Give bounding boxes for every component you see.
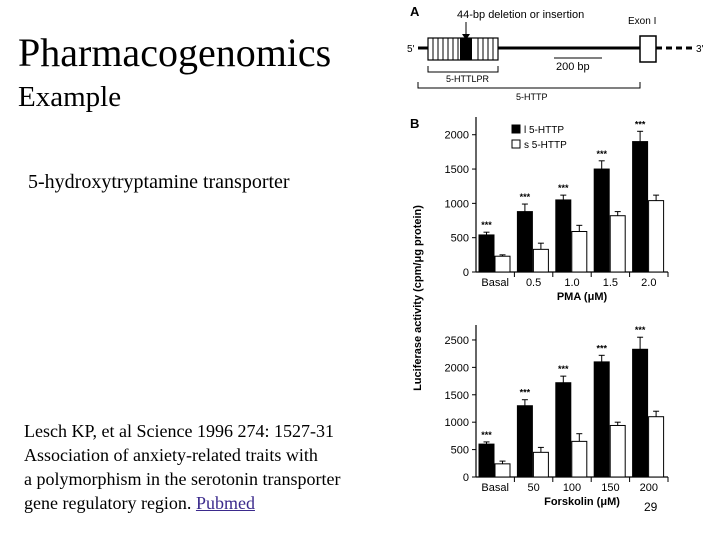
bar-s-allele (648, 416, 665, 478)
y-tick-label: 1500 (445, 164, 469, 176)
repeat-stripes (432, 38, 494, 60)
citation-line: Association of anxiety-related traits wi… (24, 445, 318, 465)
significance-marker: *** (635, 119, 646, 129)
pma-chart: 0 500 1000 1500 2000 Basal *** 0.5 *** 1.0 *** 1.5 *… (445, 117, 669, 303)
htt-label: 5-HTTP (516, 92, 548, 102)
topic-text: 5-hydroxytryptamine transporter (28, 171, 290, 193)
bar-l-allele (632, 348, 649, 478)
panel-a-letter: A (410, 4, 420, 19)
deletion-arrowhead (462, 34, 470, 40)
bar-l-allele (632, 141, 649, 273)
citation-line-last: gene regulatory region. Pubmed (24, 491, 384, 515)
x-tick-label: 100 (563, 482, 581, 494)
significance-marker: *** (558, 183, 569, 193)
x-axis-label: Forskolin (μM) (544, 496, 620, 508)
y-tick-label: 500 (451, 445, 469, 457)
x-tick-label: 150 (601, 482, 619, 494)
x-tick-label: 50 (527, 482, 539, 494)
bar-l-allele (516, 405, 533, 478)
bar-s-allele (494, 255, 511, 273)
x-tick-label: 2.0 (641, 277, 656, 289)
y-tick-label: 1000 (445, 198, 469, 210)
bar-l-allele (516, 211, 533, 273)
legend-swatch (511, 124, 521, 134)
three-prime-label: 3' (696, 44, 704, 55)
significance-marker: *** (558, 364, 569, 374)
significance-marker: *** (520, 192, 531, 202)
five-prime-label: 5' (407, 44, 415, 55)
citation-text: gene regulatory region. (24, 493, 192, 513)
deletion-label: 44-bp deletion or insertion (457, 9, 584, 21)
bar-l-allele (555, 382, 572, 478)
y-tick-label: 1000 (445, 417, 469, 429)
x-tick-label: 200 (640, 482, 658, 494)
x-tick-label: Basal (481, 482, 509, 494)
httlpr-bracket (427, 66, 499, 73)
y-tick-label: 2000 (445, 130, 469, 142)
bar-l-allele (478, 443, 495, 478)
bar-l-allele (478, 234, 495, 273)
legend-label: s 5-HTTP (524, 140, 567, 151)
forskolin-chart: 0 500 1000 1500 2000 2500 Basal *** 50 *** 100 *** 1… (445, 325, 669, 508)
x-axis-label: PMA (μM) (557, 291, 608, 303)
significance-marker: *** (596, 343, 607, 353)
y-tick-label: 1500 (445, 390, 469, 402)
y-tick-label: 2000 (445, 362, 469, 374)
slide-subtitle: Example (18, 81, 122, 113)
significance-marker: *** (481, 430, 492, 440)
bar-s-allele (571, 440, 588, 478)
bar-s-allele (494, 463, 511, 478)
bar-s-allele (532, 248, 549, 273)
citation-block: Lesch KP, et al Science 1996 274: 1527-3… (24, 419, 384, 515)
shared-y-axis-label: Luciferase activity (cpm/μg protein) (412, 205, 424, 391)
legend-swatch (511, 139, 521, 149)
y-tick-label: 2500 (445, 335, 469, 347)
scale-label: 200 bp (556, 61, 590, 73)
exon-label: Exon I (628, 16, 656, 27)
pubmed-link[interactable]: Pubmed (195, 493, 255, 513)
deletion-block (460, 38, 472, 60)
citation-line: Lesch KP, et al Science 1996 274: 1527-3… (24, 421, 334, 441)
legend-label: l 5-HTTP (524, 125, 564, 136)
exon-box (639, 35, 657, 63)
significance-marker: *** (481, 220, 492, 230)
y-tick-label: 0 (463, 267, 469, 279)
x-tick-label: Basal (481, 277, 509, 289)
slide-title: Pharmacogenomics (18, 30, 332, 75)
y-tick-label: 0 (463, 472, 469, 484)
y-tick-label: 500 (451, 233, 469, 245)
slide-number: 29 (644, 500, 658, 514)
htt-bracket (417, 82, 641, 89)
bar-s-allele (648, 200, 665, 273)
httlpr-label: 5-HTTLPR (446, 74, 490, 84)
x-tick-label: 0.5 (526, 277, 541, 289)
citation-line: a polymorphism in the serotonin transpor… (24, 469, 341, 489)
panel-a: A 44-bp deletion or insertion Exon I 5' … (407, 4, 704, 102)
bar-s-allele (609, 424, 626, 478)
panel-b: B Luciferase activity (cpm/μg protein) 0… (410, 116, 669, 508)
significance-marker: *** (596, 149, 607, 159)
bar-s-allele (609, 215, 626, 273)
x-tick-label: 1.0 (564, 277, 579, 289)
panel-b-letter: B (410, 116, 419, 131)
bar-s-allele (532, 451, 549, 478)
bar-l-allele (593, 361, 610, 478)
bar-l-allele (555, 199, 572, 273)
bar-l-allele (593, 168, 610, 273)
significance-marker: *** (520, 388, 531, 398)
bar-s-allele (571, 231, 588, 273)
x-tick-label: 1.5 (603, 277, 618, 289)
significance-marker: *** (635, 325, 646, 335)
